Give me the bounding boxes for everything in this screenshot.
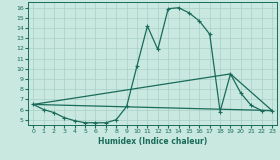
- X-axis label: Humidex (Indice chaleur): Humidex (Indice chaleur): [98, 137, 207, 146]
